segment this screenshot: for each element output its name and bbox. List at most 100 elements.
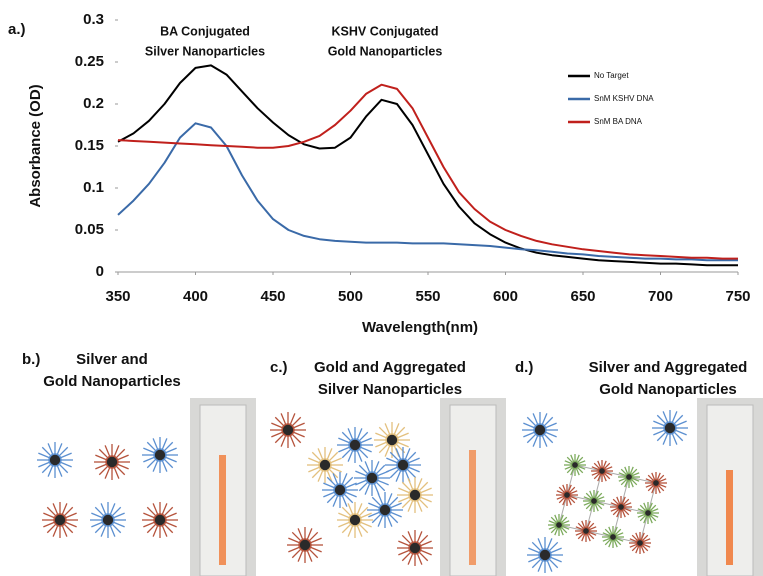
- particle-ray: [408, 554, 412, 565]
- particle-ray: [405, 448, 409, 459]
- particle-core: [563, 491, 570, 498]
- annotation: Silver Nanoparticles: [145, 44, 265, 58]
- particle-ray: [409, 467, 420, 471]
- particle-ray: [547, 561, 551, 572]
- particle-ray: [417, 531, 421, 542]
- panel-label: a.): [8, 21, 26, 38]
- particle-ray: [114, 445, 118, 456]
- particle-ray: [344, 477, 352, 485]
- particle-ray: [408, 478, 412, 489]
- particle-ray: [147, 507, 155, 515]
- particle-ray: [166, 448, 177, 452]
- particle-ray: [114, 513, 125, 517]
- particle-ray: [95, 464, 106, 468]
- particle-ray: [419, 552, 427, 560]
- particle-ray: [359, 432, 367, 440]
- legend-label: No Target: [594, 71, 629, 80]
- particle-ray: [674, 415, 682, 423]
- particle-ray: [66, 513, 77, 517]
- particle-ray: [294, 423, 305, 427]
- particle-ray: [676, 430, 687, 434]
- particle-ray: [342, 449, 350, 457]
- particle-ray: [166, 522, 177, 526]
- particle-ray: [348, 503, 352, 514]
- particle-ray: [99, 466, 107, 474]
- particle-ray: [164, 507, 172, 515]
- particle-ray: [327, 477, 335, 485]
- particle-ray: [387, 493, 391, 504]
- y-tick-label: 0.1: [83, 179, 104, 196]
- particle-ray: [544, 417, 552, 425]
- particle-core: [54, 514, 66, 526]
- particle-ray: [398, 433, 409, 437]
- particle-ray: [309, 532, 317, 540]
- particle-core: [379, 504, 391, 516]
- particle-ray: [342, 432, 350, 440]
- particle-ray: [292, 417, 300, 425]
- particle-ray: [396, 471, 400, 482]
- particle-ray: [275, 434, 283, 442]
- particle-ray: [147, 442, 155, 450]
- particle-ray: [409, 458, 420, 462]
- panel-label: c.): [270, 359, 288, 376]
- particle-ray: [162, 526, 166, 537]
- particle-core: [282, 424, 294, 436]
- particle-ray: [365, 484, 369, 495]
- particle-core: [409, 542, 421, 554]
- particle-ray: [342, 507, 350, 515]
- x-axis-label: Wavelength(nm): [362, 319, 478, 336]
- particle-ray: [342, 473, 346, 484]
- particle-ray: [114, 468, 118, 479]
- particle-ray: [110, 526, 114, 537]
- particle-ray: [147, 459, 155, 467]
- particle-core: [106, 456, 118, 468]
- particle-ray: [47, 524, 55, 532]
- particle-ray: [323, 483, 334, 487]
- panel-label: d.): [515, 359, 533, 376]
- particle-ray: [421, 488, 432, 492]
- particle-ray: [43, 513, 54, 517]
- legend-label: SnM KSHV DNA: [594, 94, 654, 103]
- particle-ray: [674, 432, 682, 440]
- particle-ray: [95, 507, 103, 515]
- particle-ray: [417, 501, 421, 512]
- particle-ray: [394, 423, 398, 434]
- particle-ray: [672, 411, 676, 422]
- particle-core: [534, 424, 546, 436]
- particle-ray: [546, 432, 557, 436]
- particle-ray: [308, 458, 319, 462]
- x-tick-label: 400: [183, 288, 208, 305]
- particle-ray: [348, 526, 352, 537]
- particle-ray: [271, 423, 282, 427]
- particle-ray: [338, 438, 349, 442]
- particle-ray: [657, 432, 665, 440]
- particle-ray: [398, 442, 409, 446]
- x-tick-label: 750: [725, 288, 750, 305]
- particle-ray: [653, 430, 664, 434]
- particle-ray: [48, 443, 52, 454]
- particle-ray: [281, 413, 285, 424]
- particle-ray: [378, 516, 382, 527]
- particle-ray: [323, 492, 334, 496]
- particle-ray: [307, 528, 311, 539]
- particle-ray: [292, 549, 300, 557]
- particle-ray: [147, 524, 155, 532]
- particle-ray: [361, 522, 372, 526]
- series-line: [118, 123, 738, 260]
- particle-ray: [42, 447, 50, 455]
- particle-ray: [311, 538, 322, 542]
- panel-title: Gold Nanoparticles: [43, 373, 181, 390]
- particle-core: [366, 472, 378, 484]
- particle-core: [409, 489, 421, 501]
- particle-ray: [166, 457, 177, 461]
- particle-ray: [318, 448, 322, 459]
- particle-ray: [298, 551, 302, 562]
- particle-ray: [153, 503, 157, 514]
- particle-ray: [523, 432, 534, 436]
- particle-ray: [527, 417, 535, 425]
- panel-title: Silver Nanoparticles: [318, 381, 462, 398]
- particle-ray: [61, 462, 72, 466]
- particle-ray: [355, 480, 366, 484]
- particle-ray: [385, 423, 389, 434]
- particle-ray: [95, 455, 106, 459]
